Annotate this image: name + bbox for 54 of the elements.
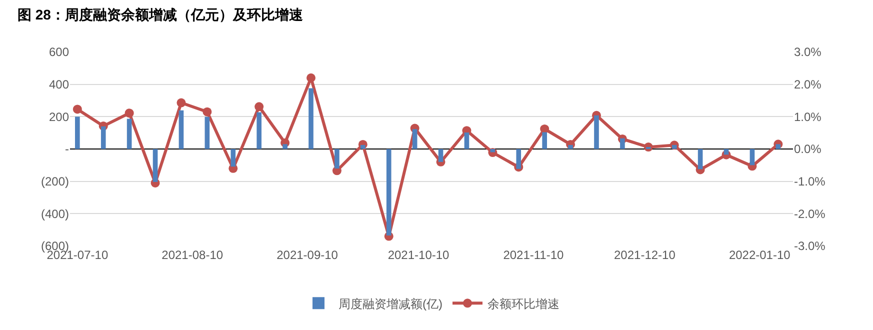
bar	[724, 149, 729, 155]
y2-tick-label: 3.0%	[794, 45, 822, 60]
x-tick-label: 2021-11-10	[503, 248, 564, 262]
y2-tick-label: 2.0%	[794, 78, 822, 92]
bar	[620, 138, 625, 149]
bar	[568, 144, 573, 149]
bar	[230, 149, 236, 167]
y-tick-label: 400	[48, 78, 70, 92]
bar	[776, 144, 781, 149]
y-tick-label: 600	[48, 45, 70, 60]
chart-title: 图 28：周度融资余额增减（亿元）及环比增速	[17, 6, 304, 23]
bar	[542, 132, 547, 149]
bar	[360, 144, 366, 149]
x-tick-label: 2022-01-10	[728, 248, 791, 262]
x-tick-label: 2021-12-10	[614, 248, 676, 262]
y-tick-label: -	[65, 142, 69, 156]
bar	[308, 88, 314, 149]
bar	[75, 116, 80, 149]
y2-tick-label: -2.0%	[794, 206, 826, 221]
bar	[750, 149, 755, 166]
x-tick-label: 2021-10-10	[388, 248, 450, 262]
bar	[126, 118, 132, 149]
bar	[672, 144, 677, 149]
bar	[438, 149, 444, 162]
x-tick-label: 2021-09-10	[276, 248, 338, 262]
point	[202, 107, 212, 116]
bar	[100, 126, 106, 149]
bar	[256, 112, 262, 149]
y2-tick-label: -3.0%	[794, 239, 826, 254]
point	[306, 73, 316, 82]
bar	[412, 129, 418, 149]
bar	[334, 149, 340, 169]
point	[254, 102, 264, 112]
x-tick-label: 2021-08-10	[162, 248, 224, 262]
point	[124, 108, 134, 118]
point	[72, 104, 82, 114]
bar	[386, 149, 392, 236]
y2-tick-label: 1.0%	[794, 110, 822, 124]
point	[176, 98, 186, 108]
y-tick-label: 200	[48, 110, 70, 124]
y2-tick-label: -1.0%	[794, 174, 826, 189]
y-tick-label: (200)	[40, 174, 69, 189]
bar	[594, 115, 599, 149]
bar	[204, 116, 210, 149]
bar	[464, 132, 470, 149]
bar	[282, 144, 288, 149]
bar	[516, 149, 522, 169]
bar	[178, 110, 184, 149]
bar	[152, 149, 158, 182]
y2-tick-label: 0.0%	[794, 142, 822, 156]
legend-label: 余额环比增速	[488, 296, 560, 311]
bar	[698, 149, 703, 170]
y-tick-label: (400)	[40, 206, 69, 221]
legend-label: 周度融资增减额(亿)	[338, 296, 442, 311]
